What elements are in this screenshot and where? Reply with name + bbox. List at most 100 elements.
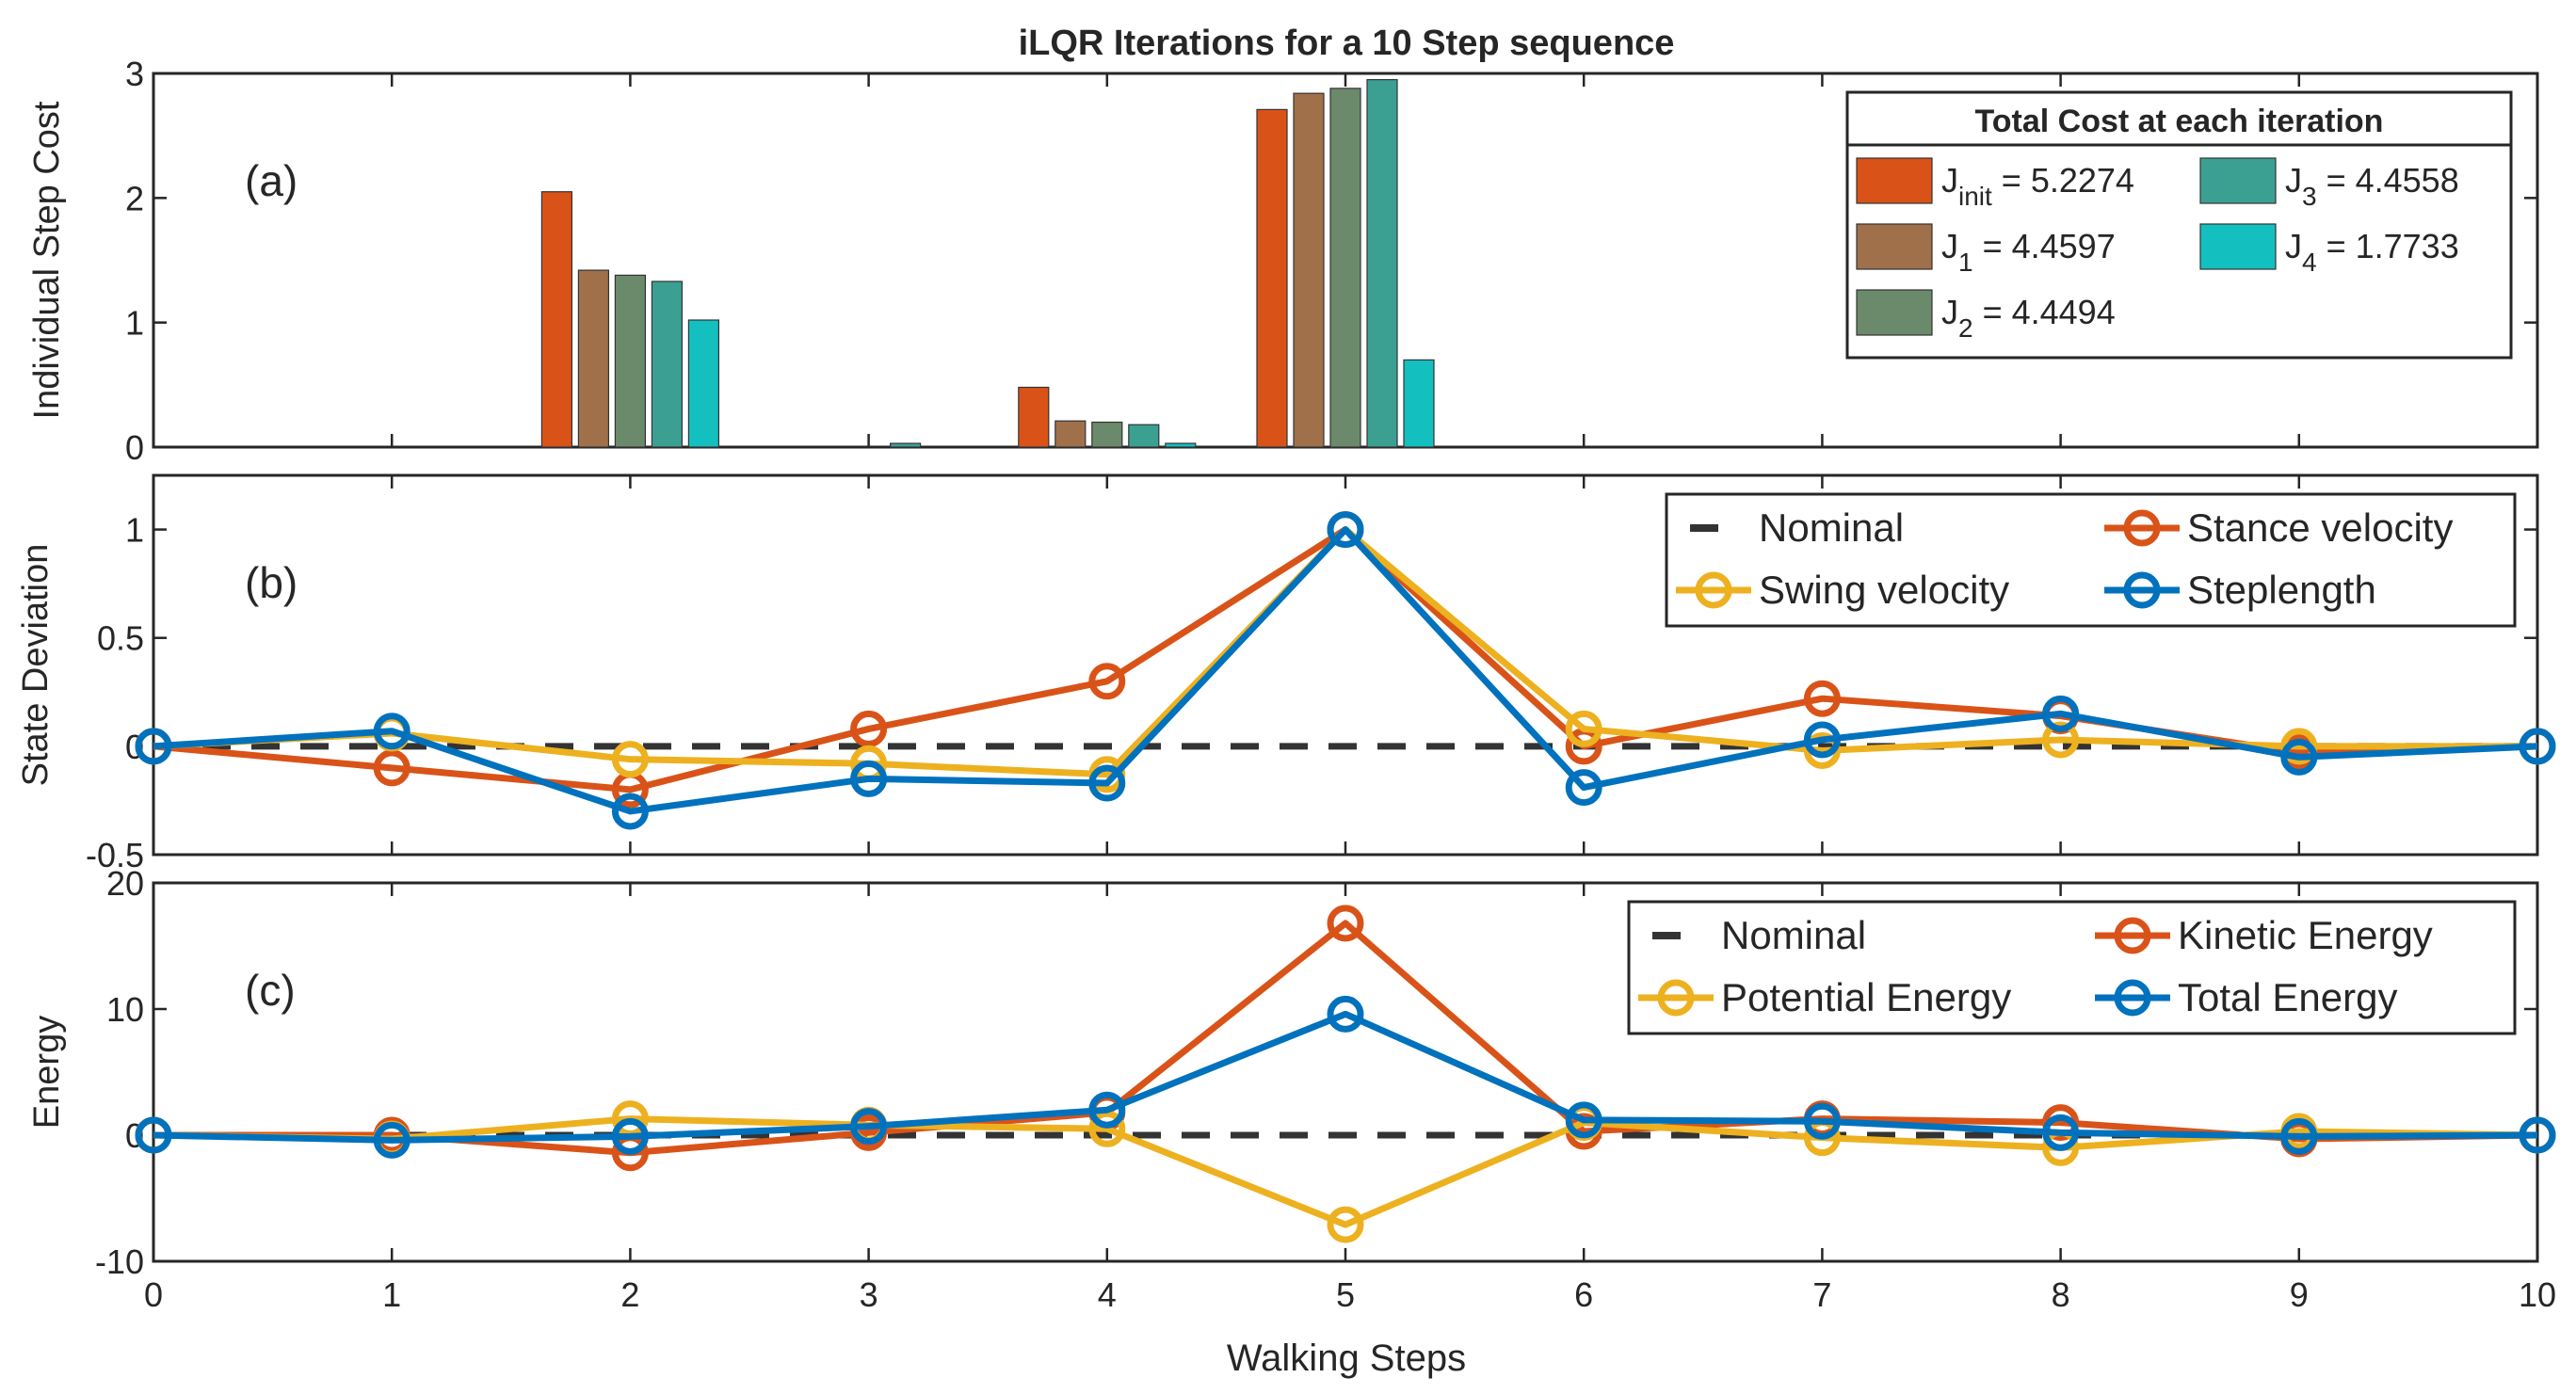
y-tick-label: -10 (95, 1242, 144, 1281)
panel-label: (c) (245, 966, 296, 1015)
series-total-energy-point (1088, 1091, 1126, 1129)
legend-marker (1695, 571, 1732, 609)
legend-entry: J2 = 4.4494 (1941, 293, 2116, 343)
legend-entry: Potential Energy (1721, 975, 2011, 1019)
series-swing-velocity-point (1565, 710, 1602, 747)
legend-entry: Stance velocity (2187, 505, 2453, 550)
bar-j-4 (1165, 442, 1197, 448)
series-total-energy-point (2519, 1116, 2556, 1154)
series-potential-energy-point (1088, 1110, 1126, 1147)
bar-j-2 (1091, 421, 1123, 448)
y-axis-label: State Deviation (16, 544, 56, 787)
legend: Nominal Kinetic Energy Potential Energy Tot… (1627, 900, 2517, 1035)
series-kinetic-energy-point (1327, 905, 1364, 942)
series-stance-velocity-point (1088, 663, 1126, 700)
series-total-energy-point (1565, 1101, 1602, 1139)
legend-swatch (1856, 223, 1933, 270)
x-tick-label: 1 (382, 1275, 401, 1314)
legend-entry: Nominal (1759, 505, 1904, 550)
bar-j-init (1018, 386, 1050, 448)
series-steplength-point (2042, 695, 2080, 732)
x-tick-label: 9 (2290, 1275, 2309, 1314)
series-steplength-point (1327, 511, 1364, 549)
series-total-energy-point (2042, 1114, 2080, 1151)
series-kinetic-energy-line (153, 920, 2538, 1157)
series-steplength-point (135, 728, 172, 765)
bar-j-1 (577, 269, 610, 448)
y-tick-label: 2 (125, 179, 144, 217)
series-total-energy-point (135, 1116, 172, 1154)
panel-label: (a) (245, 156, 298, 205)
series-total-energy-point (2280, 1117, 2318, 1155)
legend-swatch (1856, 157, 1933, 204)
series-swing-velocity-point (2042, 721, 2080, 759)
x-tick-label: 6 (1574, 1275, 1593, 1314)
y-tick-label: -0.5 (86, 836, 144, 874)
legend-marker (1657, 979, 1695, 1017)
series-steplength-point (1565, 769, 1602, 807)
legend-entry: Steplength (2187, 568, 2376, 612)
x-tick-label: 7 (1812, 1275, 1831, 1314)
bar-j-3 (651, 280, 684, 448)
legend-marker (2123, 571, 2161, 609)
y-tick-label: 0 (125, 428, 144, 467)
x-tick-label: 4 (1098, 1275, 1117, 1314)
bar-j-4 (1403, 359, 1435, 448)
series-steplength-line (153, 526, 2538, 815)
series-steplength-point (373, 713, 411, 750)
legend-entry: Jinit = 5.2274 (1941, 161, 2134, 211)
series-steplength-point (2280, 738, 2318, 776)
legend: Nominal Stance velocity Swing velocity Step… (1665, 492, 2517, 628)
panel-a: 0 1 2 3 Individual Step Cost (a) Total Cost at… (27, 55, 2539, 467)
legend-marker (2114, 917, 2151, 954)
x-tick-label: 8 (2052, 1275, 2070, 1314)
series-stance-velocity-point (1803, 680, 1841, 717)
legend-title: Total Cost at each iteration (1975, 104, 2384, 139)
legend-entry: Nominal (1721, 913, 1866, 957)
bar-j-init (540, 191, 573, 448)
series-total-energy-point (611, 1117, 649, 1155)
series-steplength-point (611, 793, 649, 830)
bar-j-3 (1366, 79, 1398, 448)
bar-j-3 (1128, 424, 1160, 448)
y-tick-label: 20 (106, 864, 144, 903)
legend-box (1665, 492, 2517, 628)
figure-title: iLQR Iterations for a 10 Step sequence (1019, 24, 1675, 63)
legend-entry: J3 = 4.4558 (2285, 161, 2459, 211)
series-steplength-point (1088, 764, 1126, 802)
y-tick-label: 0.5 (97, 619, 144, 658)
x-tick-label: 3 (860, 1275, 878, 1314)
y-tick-label: 1 (125, 511, 144, 550)
series-stance-velocity-point (850, 710, 888, 747)
bar-j-4 (687, 319, 720, 448)
bar-j-2 (614, 274, 647, 448)
series-steplength-point (850, 760, 888, 797)
panels: 0 1 2 3 Individual Step Cost (a) Total Cost at… (16, 55, 2556, 1314)
legend-box (1845, 90, 2513, 360)
x-tick-label: 10 (2519, 1275, 2556, 1314)
legend-marker (2123, 509, 2161, 547)
legend-marker (2114, 979, 2151, 1017)
x-axis-label: Walking Steps (1227, 1338, 1466, 1379)
legend-swatch (2199, 157, 2277, 204)
legend-swatch (1856, 289, 1933, 336)
legend: Total Cost at each iteration Jinit = 5.22… (1845, 90, 2513, 360)
series-swing-velocity-point (2280, 728, 2318, 765)
series-total-energy-point (1803, 1102, 1841, 1140)
bar-j-2 (1329, 88, 1361, 448)
bar-j-3 (889, 442, 922, 448)
series-stance-velocity-point (373, 749, 411, 787)
bar-j-init (1256, 108, 1288, 448)
series-potential-energy-line (153, 1115, 2538, 1228)
legend-swatch (2199, 223, 2277, 270)
series-steplength-point (2519, 728, 2556, 765)
bar-j-1 (1293, 92, 1325, 448)
series-total-energy-point (1327, 995, 1364, 1033)
legend-entry: Total Energy (2178, 975, 2397, 1019)
series-total-energy-point (373, 1121, 411, 1159)
legend-entry: J4 = 1.7733 (2285, 227, 2459, 277)
series-potential-energy-point (1327, 1206, 1364, 1243)
